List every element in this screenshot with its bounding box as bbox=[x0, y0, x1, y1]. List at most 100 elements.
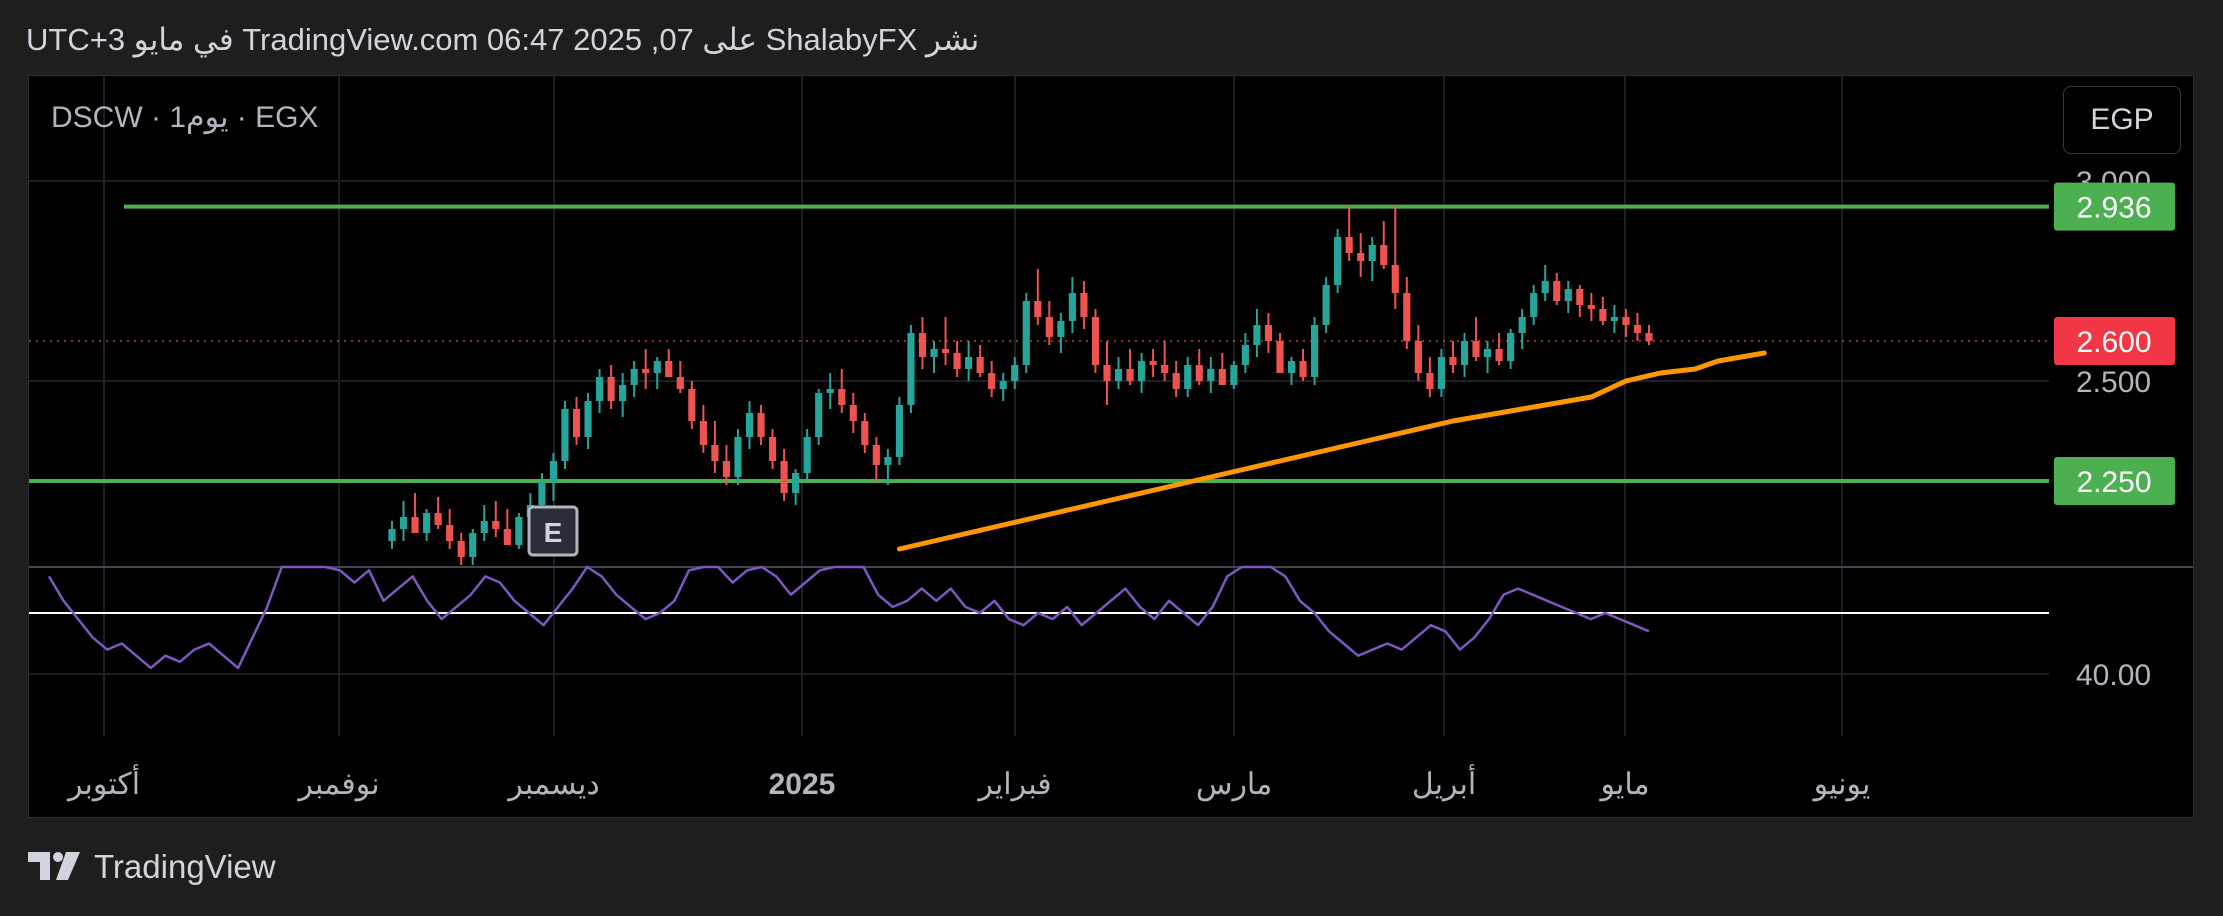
candle bbox=[446, 509, 454, 549]
candle bbox=[1645, 325, 1653, 345]
candle bbox=[1633, 313, 1642, 341]
candle bbox=[630, 361, 638, 397]
candle bbox=[515, 513, 523, 549]
candle bbox=[688, 381, 696, 429]
candle bbox=[884, 449, 892, 485]
candle-body bbox=[1564, 289, 1572, 301]
candle-body bbox=[1633, 325, 1642, 333]
price-tick-label: 2.500 bbox=[2076, 366, 2151, 399]
candle-body bbox=[1518, 317, 1526, 333]
candle bbox=[1357, 233, 1365, 277]
candle-body bbox=[1103, 365, 1111, 381]
candle-body bbox=[768, 437, 777, 461]
candle bbox=[1368, 237, 1376, 281]
candle-body bbox=[503, 529, 511, 545]
candle bbox=[1195, 349, 1203, 385]
publish-info-text: نشر ShalabyFX على TradingView.com 06:47 … bbox=[26, 22, 980, 57]
candle-body bbox=[838, 389, 846, 405]
candle bbox=[965, 341, 973, 381]
candle bbox=[1057, 313, 1065, 353]
candle-body bbox=[1391, 265, 1399, 293]
symbol-label: DSCW · 1يوم · EGX bbox=[51, 101, 319, 134]
candle-body bbox=[1091, 317, 1100, 365]
candle bbox=[722, 445, 731, 485]
candle-body bbox=[1599, 309, 1607, 321]
candle bbox=[642, 349, 650, 389]
candle-body bbox=[711, 445, 719, 461]
candle-body bbox=[1403, 293, 1411, 341]
candle bbox=[1218, 353, 1226, 385]
event-marker-box bbox=[527, 505, 579, 557]
candle bbox=[1449, 341, 1457, 373]
candle bbox=[976, 345, 984, 377]
moving-average-line bbox=[896, 350, 1767, 552]
candle-body bbox=[780, 461, 788, 493]
candle-body bbox=[1460, 341, 1469, 365]
candle bbox=[1380, 221, 1388, 269]
candle-body bbox=[688, 389, 696, 421]
time-tick-label: أبريل bbox=[1412, 764, 1476, 802]
badge-background bbox=[2054, 457, 2175, 505]
candle-body bbox=[895, 405, 903, 457]
candle bbox=[1345, 205, 1353, 261]
candle bbox=[399, 501, 408, 541]
candle bbox=[561, 401, 569, 469]
candle-body bbox=[1161, 365, 1169, 373]
candle bbox=[676, 361, 684, 393]
candle-body bbox=[1276, 341, 1284, 373]
candle-body bbox=[596, 377, 604, 401]
candle-body bbox=[572, 409, 581, 437]
candle-body bbox=[561, 409, 569, 461]
candle-body bbox=[815, 393, 823, 437]
candle bbox=[1437, 349, 1445, 397]
candle bbox=[1507, 329, 1515, 369]
rsi-line bbox=[47, 565, 1650, 670]
candle-body bbox=[1207, 369, 1215, 381]
candle bbox=[711, 421, 719, 473]
candle bbox=[1264, 313, 1273, 353]
tradingview-footer[interactable]: TradingView bbox=[28, 848, 276, 886]
candle bbox=[953, 341, 961, 377]
candle bbox=[872, 437, 880, 481]
time-tick-label: يونيو bbox=[1812, 768, 1871, 802]
candle bbox=[457, 533, 465, 565]
chart-panel[interactable]: 3.000 2.500 40.00 2.936 2.600 2.250 أكتوبر نوفم… bbox=[28, 75, 2194, 818]
candle-body bbox=[1495, 349, 1503, 361]
candle bbox=[1460, 333, 1469, 377]
candle-body bbox=[1045, 317, 1053, 337]
candle-body bbox=[918, 333, 927, 357]
candle bbox=[988, 361, 996, 397]
badge-background bbox=[2054, 182, 2175, 231]
candlesticks bbox=[388, 205, 1653, 565]
tradingview-logo-icon bbox=[28, 852, 80, 880]
candle bbox=[907, 325, 915, 413]
currency-button[interactable]: EGP bbox=[2063, 86, 2181, 154]
candle bbox=[584, 393, 592, 449]
candle bbox=[1126, 349, 1134, 385]
candle-body bbox=[699, 421, 707, 445]
candle bbox=[434, 497, 442, 529]
candle-body bbox=[642, 369, 650, 373]
candle bbox=[1230, 361, 1238, 389]
candle bbox=[999, 373, 1007, 401]
candle bbox=[734, 429, 742, 485]
candle bbox=[699, 405, 707, 453]
candle bbox=[1310, 317, 1319, 385]
candle bbox=[1322, 277, 1330, 333]
candle-body bbox=[1253, 325, 1261, 345]
earnings-event-marker[interactable]: E bbox=[527, 505, 579, 557]
candle-body bbox=[469, 533, 477, 557]
candle bbox=[1622, 309, 1630, 337]
candle-body bbox=[457, 541, 465, 557]
candle-body bbox=[388, 529, 396, 541]
candle bbox=[619, 373, 627, 417]
level-price-badge: 2.936 bbox=[2054, 182, 2175, 231]
candle bbox=[1287, 357, 1296, 385]
candle-body bbox=[976, 357, 984, 373]
candle bbox=[1276, 333, 1284, 373]
candle bbox=[1114, 357, 1123, 389]
candle bbox=[1610, 305, 1618, 333]
candle bbox=[757, 405, 765, 445]
